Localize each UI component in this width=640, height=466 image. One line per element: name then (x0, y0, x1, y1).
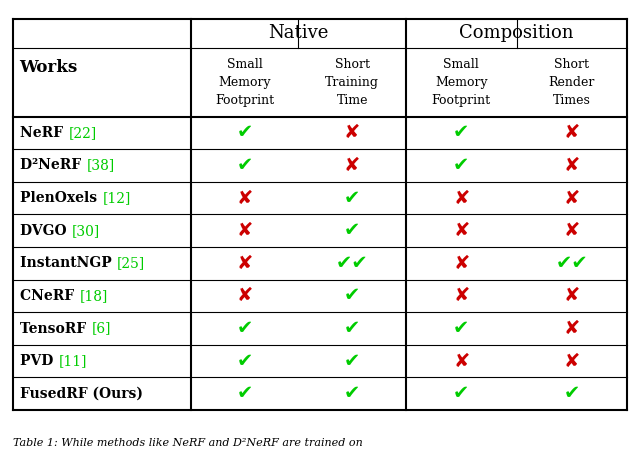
Text: NeRF: NeRF (20, 126, 68, 140)
Text: ✔: ✔ (344, 221, 360, 240)
Text: DVGO: DVGO (20, 224, 72, 238)
Text: ✘: ✘ (564, 221, 580, 240)
Text: ✔: ✔ (453, 319, 470, 338)
Text: ✘: ✘ (564, 123, 580, 142)
Text: D²NeRF: D²NeRF (20, 158, 86, 172)
Text: ✔: ✔ (453, 123, 470, 142)
Text: [38]: [38] (86, 158, 115, 172)
Text: [18]: [18] (79, 289, 108, 303)
Text: [22]: [22] (68, 126, 97, 140)
Text: Native: Native (268, 24, 329, 42)
Text: [25]: [25] (117, 256, 145, 270)
Text: Small
Memory
Footprint: Small Memory Footprint (432, 58, 491, 107)
Text: ✘: ✘ (237, 287, 253, 305)
Text: ✔✔: ✔✔ (556, 254, 588, 273)
Text: ✔: ✔ (237, 319, 253, 338)
Text: [11]: [11] (59, 354, 87, 368)
Text: ✘: ✘ (564, 189, 580, 207)
Text: Short
Render
Times: Short Render Times (548, 58, 595, 107)
Text: PlenOxels: PlenOxels (20, 191, 102, 205)
Text: ✔: ✔ (344, 287, 360, 305)
Text: ✘: ✘ (453, 287, 470, 305)
Text: ✔: ✔ (453, 156, 470, 175)
Text: ✔: ✔ (344, 384, 360, 403)
Text: InstantNGP: InstantNGP (20, 256, 117, 270)
Text: [12]: [12] (102, 191, 131, 205)
Text: ✔: ✔ (237, 123, 253, 142)
Text: PVD: PVD (20, 354, 59, 368)
Text: Table 1: While methods like NeRF and D²NeRF are trained on: Table 1: While methods like NeRF and D²N… (13, 438, 362, 448)
Text: ✔✔: ✔✔ (336, 254, 369, 273)
Text: ✔: ✔ (237, 384, 253, 403)
Text: ✔: ✔ (237, 352, 253, 370)
Text: ✔: ✔ (237, 156, 253, 175)
Text: Short
Training
Time: Short Training Time (325, 58, 380, 107)
Text: ✘: ✘ (453, 254, 470, 273)
Text: TensoRF: TensoRF (20, 322, 92, 336)
Text: FusedRF (Ours): FusedRF (Ours) (20, 387, 143, 401)
Text: Small
Memory
Footprint: Small Memory Footprint (215, 58, 275, 107)
Text: ✔: ✔ (344, 189, 360, 207)
Text: ✘: ✘ (344, 156, 360, 175)
Text: [30]: [30] (72, 224, 100, 238)
Text: Composition: Composition (460, 24, 574, 42)
Text: ✘: ✘ (564, 352, 580, 370)
Text: ✘: ✘ (564, 156, 580, 175)
Text: ✔: ✔ (453, 384, 470, 403)
Text: ✘: ✘ (453, 221, 470, 240)
Text: ✘: ✘ (564, 319, 580, 338)
Text: Works: Works (19, 59, 77, 76)
Text: ✘: ✘ (453, 189, 470, 207)
Text: ✘: ✘ (564, 287, 580, 305)
Text: ✔: ✔ (564, 384, 580, 403)
Text: ✘: ✘ (453, 352, 470, 370)
Text: [6]: [6] (92, 322, 111, 336)
Text: CNeRF: CNeRF (20, 289, 79, 303)
Text: ✘: ✘ (344, 123, 360, 142)
Text: ✔: ✔ (344, 319, 360, 338)
Text: ✘: ✘ (237, 189, 253, 207)
Text: ✘: ✘ (237, 254, 253, 273)
Text: ✔: ✔ (344, 352, 360, 370)
Text: ✘: ✘ (237, 221, 253, 240)
